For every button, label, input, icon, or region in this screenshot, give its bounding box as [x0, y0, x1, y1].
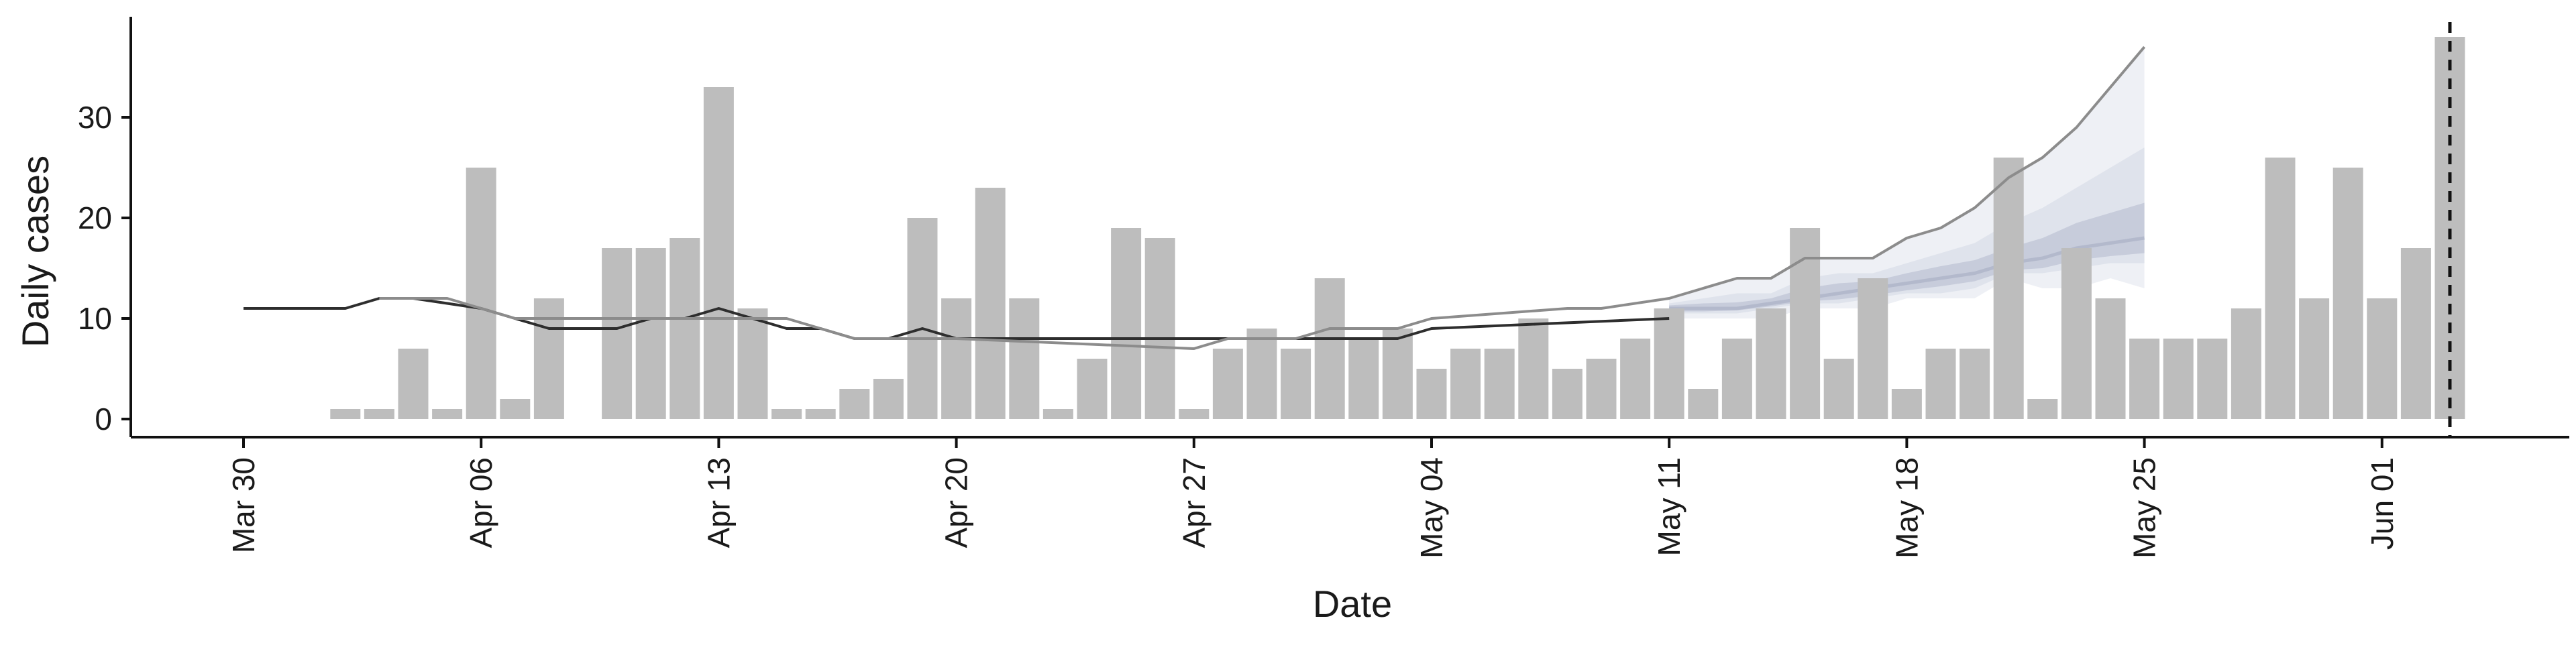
trend-lines [244, 22, 2452, 437]
case-bar [500, 399, 531, 419]
case-bar [1042, 409, 1073, 419]
x-tick-label: May 04 [1414, 457, 1449, 558]
case-bar [1281, 349, 1311, 419]
case-bar [2061, 248, 2092, 419]
trend-line-1 [379, 46, 2146, 350]
case-bar [432, 409, 463, 419]
case-bar [2095, 298, 2126, 419]
x-tick-label: Mar 30 [226, 457, 261, 553]
case-bar [398, 349, 429, 419]
case-bars [330, 37, 2465, 419]
case-bar [2332, 168, 2363, 419]
case-bar [737, 308, 768, 419]
case-bar [703, 87, 734, 419]
axes: 0 10 20 30 Mar 30 Apr 06 Apr 13 Apr 20 Apr 27 May… [78, 17, 2569, 558]
x-tick-label: Apr 27 [1177, 457, 1212, 548]
case-bar [1314, 278, 1345, 419]
x-tick-label: May 18 [1889, 457, 1924, 558]
case-bar [1790, 228, 1821, 419]
case-bar [1518, 318, 1549, 419]
case-bar [2400, 248, 2431, 419]
case-bar [1077, 359, 1108, 419]
case-bar [466, 168, 496, 419]
case-bar [839, 389, 870, 419]
case-bar [1450, 349, 1481, 419]
case-bar [1891, 389, 1922, 419]
case-bar [1111, 228, 1142, 419]
case-bar [2265, 158, 2296, 419]
x-tick-label: Jun 01 [2365, 457, 2400, 550]
case-bar [2163, 339, 2194, 419]
case-bar [1484, 349, 1515, 419]
case-bar [1858, 278, 1888, 419]
case-bar [1960, 349, 1990, 419]
case-bar [941, 298, 972, 419]
case-bar [907, 218, 938, 419]
case-bar [1009, 298, 1040, 419]
case-bar [1620, 339, 1651, 419]
case-bar [1552, 369, 1582, 419]
y-tick-label: 10 [78, 301, 112, 336]
case-bar [1348, 339, 1379, 419]
case-bar [1246, 329, 1277, 419]
x-tick-label: Apr 20 [939, 457, 974, 548]
case-bar [635, 248, 666, 419]
x-tick-label: May 25 [2127, 457, 2162, 558]
case-bar [330, 409, 361, 419]
case-bar [1993, 158, 2024, 419]
case-bar [1925, 349, 1956, 419]
x-tick-label: Apr 06 [464, 457, 498, 548]
case-bar [533, 298, 564, 419]
x-tick-label: Apr 13 [701, 457, 736, 548]
case-bar [364, 409, 394, 419]
case-bar [602, 248, 633, 419]
case-bar [2027, 399, 2058, 419]
y-axis-title: Daily cases [14, 156, 56, 347]
case-bar [805, 409, 836, 419]
forecast-band-1 [1669, 148, 2145, 314]
case-bar [1756, 308, 1786, 419]
y-tick-label: 0 [95, 402, 112, 436]
case-bar [2299, 298, 2330, 419]
case-bar [1416, 369, 1447, 419]
case-bar [2367, 298, 2398, 419]
case-bar [1654, 308, 1684, 419]
y-tick-label: 20 [78, 200, 112, 235]
case-bar [2197, 339, 2228, 419]
case-bar [1823, 359, 1854, 419]
x-axis-title: Date [1313, 583, 1392, 625]
case-bar [2129, 339, 2160, 419]
case-bar [975, 188, 1006, 419]
x-tick-label: May 11 [1652, 457, 1686, 556]
case-bar [1382, 329, 1413, 419]
case-bar [1144, 238, 1175, 419]
y-tick-label: 30 [78, 100, 112, 135]
case-bar [1586, 359, 1617, 419]
case-bar [873, 379, 904, 419]
case-bar [771, 409, 802, 419]
case-bar [1688, 389, 1719, 419]
case-bar [1721, 339, 1752, 419]
case-bar [1212, 349, 1243, 419]
case-bar [2231, 308, 2261, 419]
case-bar [669, 238, 700, 419]
case-bar [1179, 409, 1210, 419]
